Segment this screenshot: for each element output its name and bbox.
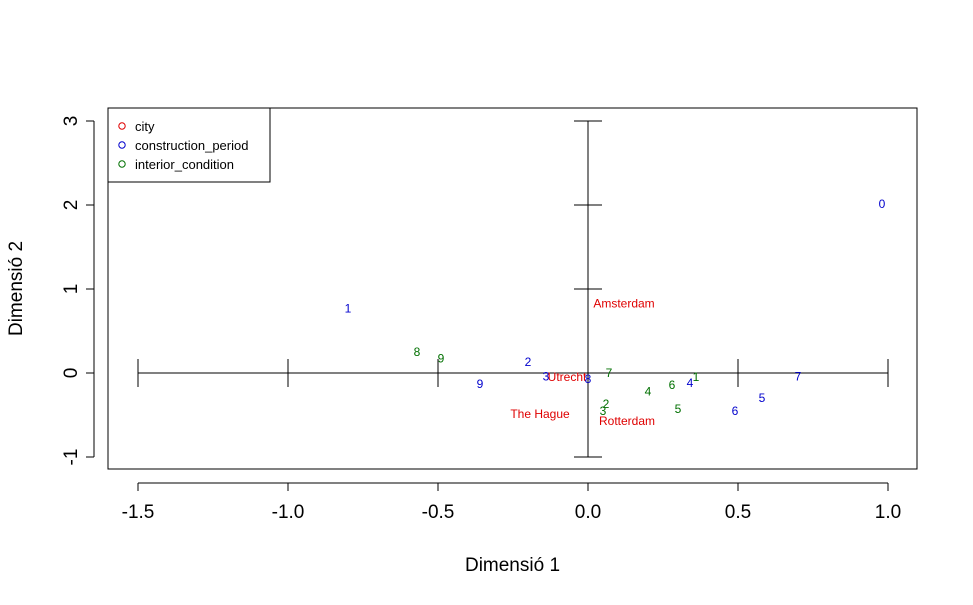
construction_period-point-label: 0 bbox=[879, 197, 886, 211]
legend-box bbox=[107, 107, 271, 183]
x-tick-label: 0.5 bbox=[725, 502, 751, 523]
y-tick-label: 3 bbox=[61, 116, 82, 127]
legend-marker-icon bbox=[118, 141, 126, 149]
y-tick-label: -1 bbox=[61, 449, 82, 466]
interior_condition-point-label: 1 bbox=[693, 370, 700, 384]
interior_condition-point-label: 4 bbox=[645, 384, 652, 398]
legend-label: construction_period bbox=[135, 138, 248, 153]
city-point-label: Rotterdam bbox=[599, 414, 655, 428]
x-tick-label: 0.0 bbox=[575, 502, 601, 523]
x-tick-label: -1.5 bbox=[122, 502, 155, 523]
interior_condition-point-label: 5 bbox=[675, 402, 682, 416]
construction_period-point-label: 1 bbox=[345, 301, 352, 315]
plot-area bbox=[107, 107, 918, 470]
y-tick-label: 0 bbox=[61, 368, 82, 379]
construction_period-point-label: 7 bbox=[795, 369, 802, 383]
construction_period-point-label: 2 bbox=[525, 355, 532, 369]
x-axis-title: Dimensió 1 bbox=[465, 555, 560, 576]
legend-label: city bbox=[135, 119, 155, 134]
construction_period-point-label: 8 bbox=[585, 372, 592, 386]
city-point-label: The Hague bbox=[510, 407, 570, 421]
y-tick-label: 1 bbox=[61, 284, 82, 295]
legend-marker-icon bbox=[118, 160, 126, 168]
y-tick-label: 2 bbox=[61, 200, 82, 211]
construction_period-point-label: 4 bbox=[687, 376, 694, 390]
x-tick-label: 1.0 bbox=[875, 502, 901, 523]
legend-marker-icon bbox=[118, 122, 126, 130]
city-point-label: Utrecht bbox=[548, 370, 587, 384]
construction_period-point-label: 5 bbox=[759, 391, 766, 405]
origin-cross-axes bbox=[137, 120, 889, 458]
legend-label: interior_condition bbox=[135, 157, 234, 172]
interior_condition-point-label: 6 bbox=[669, 378, 676, 392]
plot-border bbox=[107, 107, 918, 470]
x-tick-label: -0.5 bbox=[422, 502, 455, 523]
interior_condition-point-label: 7 bbox=[606, 366, 613, 380]
y-axis: -1 0 1 2 3 bbox=[61, 116, 95, 466]
x-tick-label: -1.0 bbox=[272, 502, 305, 523]
interior_condition-point-label: 3 bbox=[600, 404, 607, 418]
construction_period-point-label: 9 bbox=[477, 377, 484, 391]
y-axis-title: Dimensió 2 bbox=[6, 241, 27, 336]
interior_condition-point-label: 9 bbox=[438, 352, 445, 366]
city-point-label: Amsterdam bbox=[593, 296, 654, 310]
legend: city construction_period interior_conditio… bbox=[107, 107, 271, 183]
construction_period-point-label: 6 bbox=[732, 404, 739, 418]
interior_condition-point-label: 8 bbox=[414, 345, 421, 359]
interior_condition-point-label: 2 bbox=[603, 397, 610, 411]
x-axis: -1.5 -1.0 -0.5 0.0 0.5 1.0 bbox=[122, 482, 901, 523]
construction_period-point-label: 3 bbox=[543, 369, 550, 383]
